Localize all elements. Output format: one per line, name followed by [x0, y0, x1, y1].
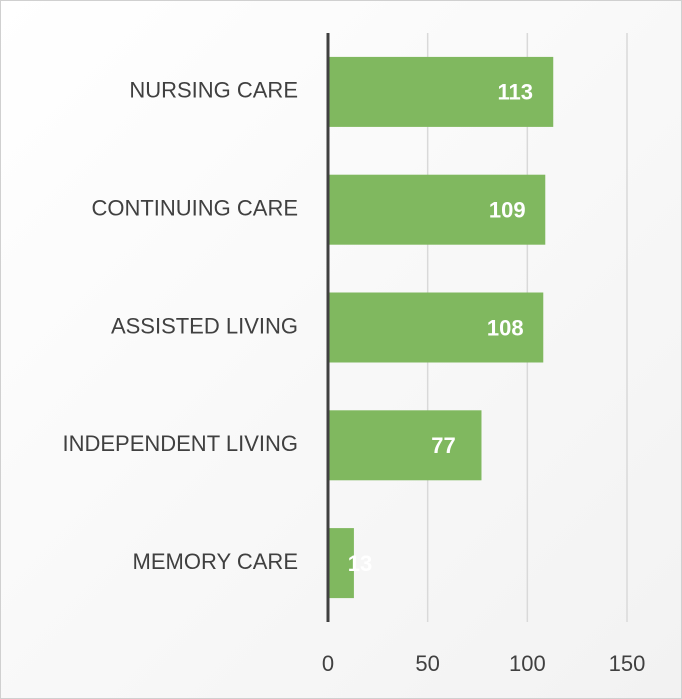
value-label: 77 [431, 433, 455, 458]
y-tick-label: INDEPENDENT LIVING [62, 431, 298, 456]
bar [328, 292, 544, 363]
x-tick-label: 150 [609, 651, 646, 676]
y-tick-label: ASSISTED LIVING [111, 313, 298, 338]
bar [328, 56, 554, 127]
value-label: 108 [487, 315, 524, 340]
bar [328, 528, 354, 599]
y-tick-label: MEMORY CARE [133, 549, 298, 574]
value-label: 13 [348, 551, 372, 576]
y-tick-label: NURSING CARE [129, 78, 298, 103]
value-label: 113 [497, 80, 533, 105]
value-label: 109 [489, 198, 526, 223]
bar [328, 174, 546, 245]
x-tick-label: 50 [415, 651, 439, 676]
x-tick-label: 0 [322, 651, 334, 676]
bar [328, 410, 482, 481]
x-tick-label: 100 [509, 651, 546, 676]
y-tick-label: CONTINUING CARE [91, 196, 298, 221]
